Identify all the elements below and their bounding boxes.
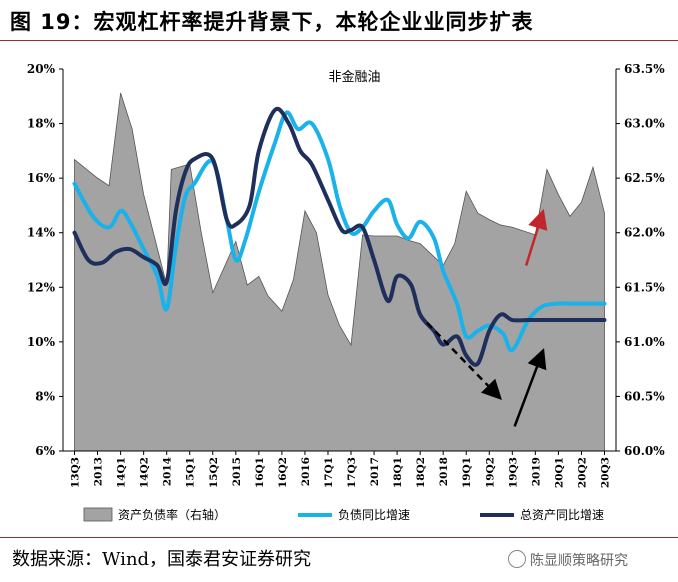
x-tick-label: 2019 <box>530 457 542 486</box>
right-tick-label: 63.5% <box>624 62 665 76</box>
x-tick-label: 2017 <box>369 457 381 486</box>
x-tick-label: 17Q3 <box>346 457 358 488</box>
black-dashed-trend-arrow <box>426 321 502 401</box>
left-tick-label: 6% <box>35 444 55 458</box>
x-tick-label: 2013 <box>93 457 105 486</box>
x-tick-label: 19Q1 <box>461 457 473 488</box>
legend-swatch-debt-ratio <box>83 507 113 522</box>
x-tick-label: 14Q1 <box>116 457 128 488</box>
left-tick-label: 18% <box>27 117 56 131</box>
x-tick-label: 13Q3 <box>70 457 82 488</box>
black-trend-arrow <box>513 348 547 427</box>
x-tick-label: 20Q2 <box>576 457 588 488</box>
x-tick-label: 15Q2 <box>208 457 220 488</box>
left-tick-label: 14% <box>27 226 56 240</box>
x-tick-label: 18Q1 <box>392 457 404 488</box>
x-tick-label: 15Q1 <box>185 457 197 488</box>
watermark: 陈显顺策略研究 <box>508 550 628 570</box>
left-tick-label: 12% <box>27 280 56 294</box>
left-tick-label: 20% <box>27 62 56 76</box>
x-tick-label: 18Q2 <box>415 457 427 488</box>
chart: 6% 8% 10% 12% 14% 16% 18% 20% 60.0% 60.5% 61.0% 61.… <box>27 62 665 522</box>
legend-label-liabilities: 负债同比增速 <box>338 508 410 522</box>
x-tick-label: 16Q1 <box>254 457 266 488</box>
figure-title: 图 19：宏观杠杆率提升背景下，本轮企业业同步扩表 <box>10 10 534 34</box>
wechat-icon <box>508 550 526 568</box>
right-tick-label: 61.0% <box>624 335 665 349</box>
x-tick-label: 2016 <box>300 457 312 486</box>
x-tick-label: 17Q1 <box>323 457 335 488</box>
x-tick-label: 16Q2 <box>277 457 289 488</box>
line-series-assets-growth <box>72 106 607 367</box>
right-tick-label: 62.0% <box>624 226 665 240</box>
x-tick-label: 2018 <box>438 457 450 486</box>
red-trend-arrow <box>524 208 548 266</box>
legend-label-assets: 总资产同比增速 <box>520 508 604 522</box>
bottom-divider <box>0 537 678 538</box>
x-tick-label: 20Q1 <box>553 457 565 488</box>
chart-title: 非金融油 <box>328 69 380 85</box>
line-series-liabilities-growth <box>72 110 607 353</box>
watermark-text: 陈显顺策略研究 <box>530 553 628 569</box>
right-tick-label: 62.5% <box>624 171 665 185</box>
x-tick-label: 20Q3 <box>599 457 611 488</box>
right-tick-label: 60.0% <box>624 444 665 458</box>
right-tick-label: 61.5% <box>624 280 665 294</box>
right-tick-label: 60.5% <box>624 389 665 403</box>
x-tick-label: 14Q2 <box>139 457 151 488</box>
left-tick-label: 8% <box>35 389 55 403</box>
left-tick-label: 10% <box>27 335 56 349</box>
x-tick-label: 2015 <box>231 457 243 486</box>
left-tick-label: 16% <box>27 171 56 185</box>
x-tick-label: 2014 <box>162 457 174 486</box>
x-tick-label: 19Q3 <box>507 457 519 488</box>
x-tick-label: 19Q2 <box>484 457 496 488</box>
top-divider <box>0 40 678 41</box>
source-note: 数据来源：Wind，国泰君安证券研究 <box>12 549 312 570</box>
legend-label-debt-ratio: 资产负债率（右轴） <box>118 507 226 522</box>
right-tick-label: 63.0% <box>624 117 665 131</box>
